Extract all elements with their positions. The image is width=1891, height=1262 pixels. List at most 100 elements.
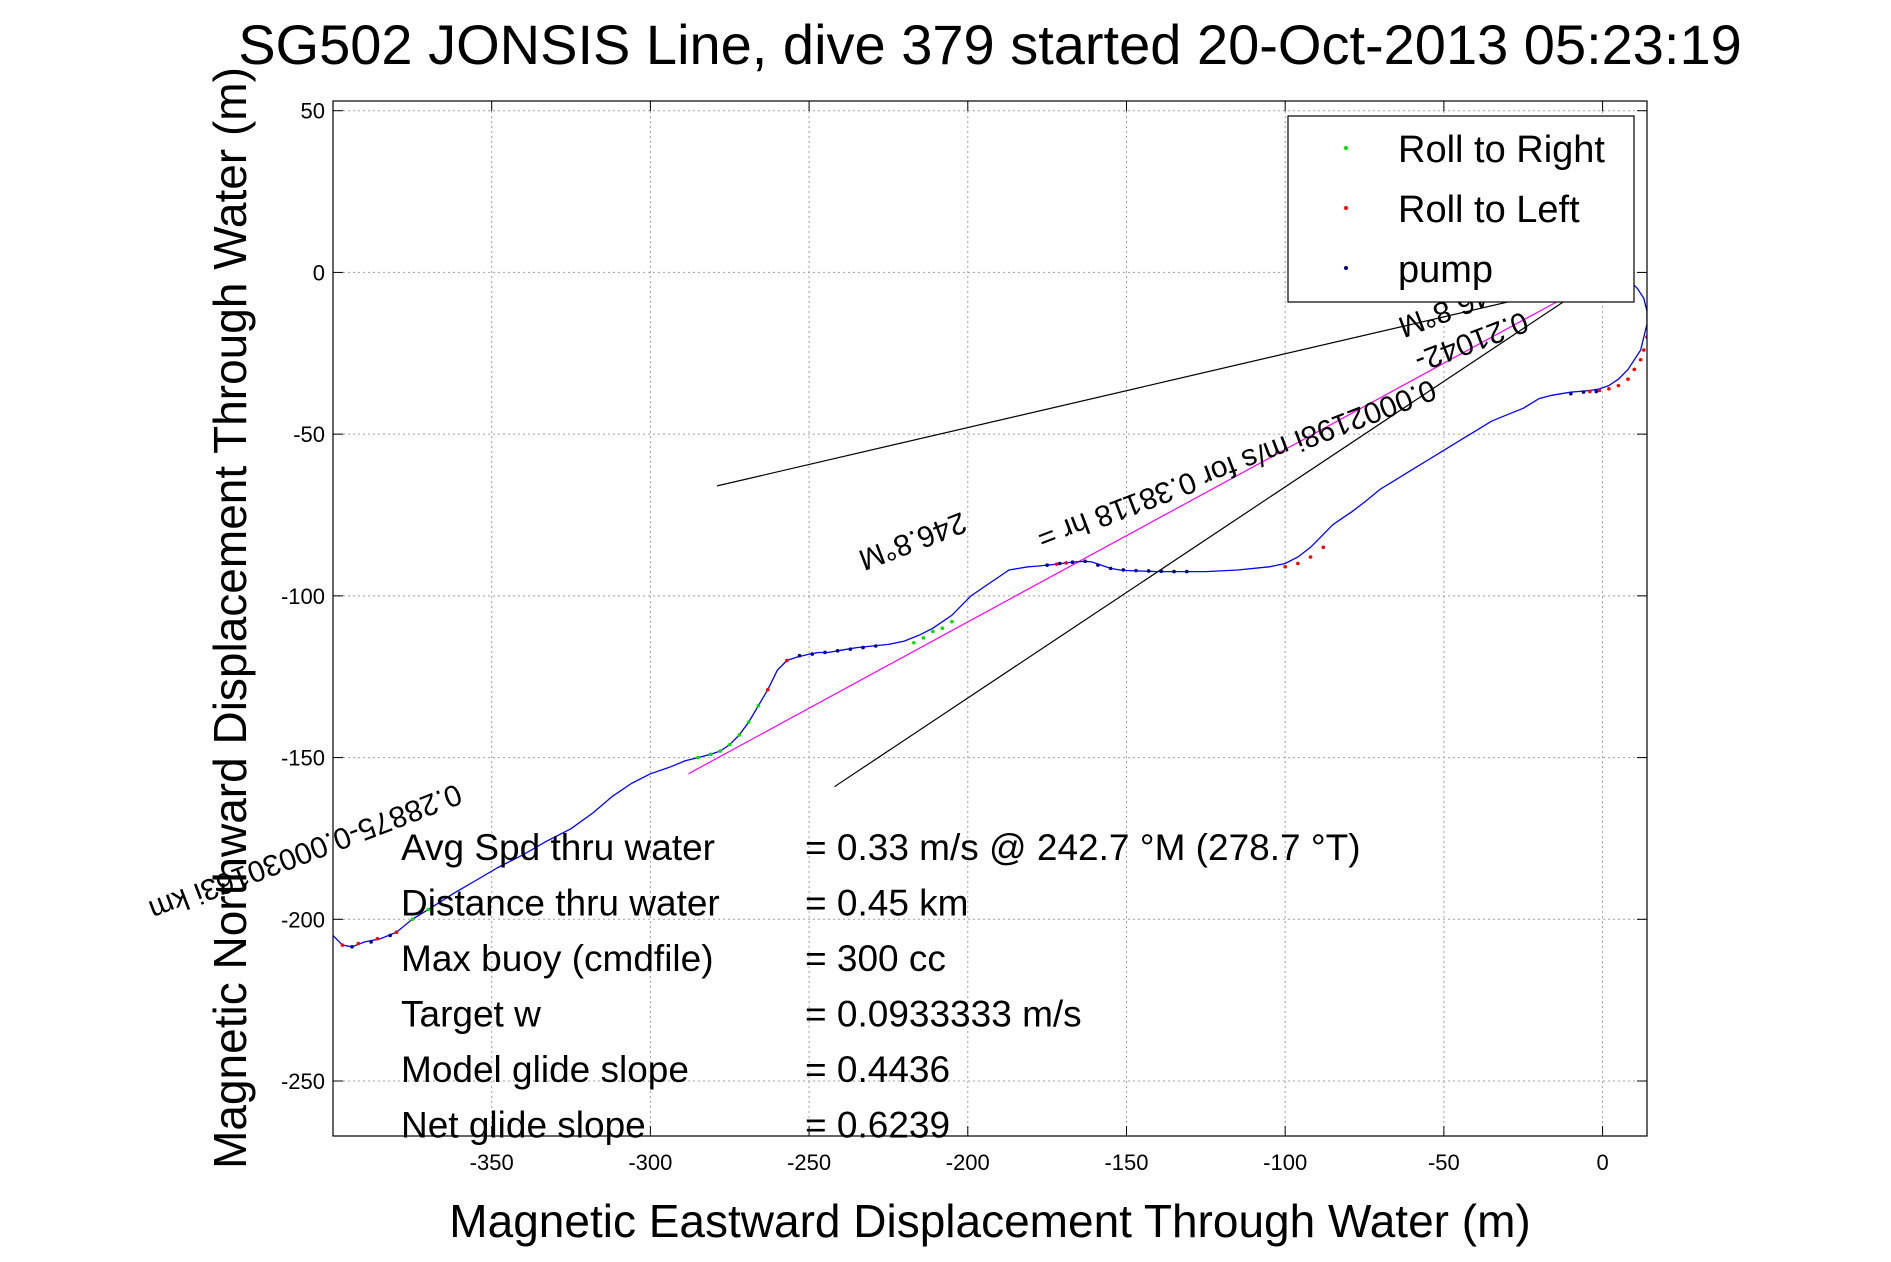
x-tick-label: 0: [1596, 1150, 1608, 1175]
stat-value: = 0.6239: [805, 1105, 950, 1146]
pump-point: [1172, 569, 1176, 574]
stat-label: Distance thru water: [401, 883, 720, 924]
roll-right-point: [410, 917, 415, 922]
roll-left-point: [1642, 348, 1646, 352]
pump-point: [1083, 559, 1088, 564]
pump-point: [810, 652, 815, 656]
roll-right-point: [940, 626, 945, 631]
roll-right-point: [756, 704, 761, 708]
roll-left-point: [375, 936, 380, 941]
reference-line: [688, 281, 1594, 775]
pump-point: [1121, 568, 1126, 572]
roll-left-point: [785, 658, 789, 663]
y-tick-label: -150: [281, 746, 325, 771]
roll-right-point: [950, 619, 954, 624]
legend-marker: [1344, 146, 1348, 150]
x-tick-label: -300: [628, 1150, 672, 1175]
pump-point: [1184, 569, 1189, 574]
roll-left-point: [1626, 377, 1630, 381]
roll-left-point: [1632, 367, 1637, 372]
legend: Roll to Right Roll to Left pump: [1287, 115, 1635, 303]
pump-point: [369, 940, 373, 944]
pump-point: [350, 944, 354, 949]
roll-left-point: [1054, 562, 1059, 566]
stat-value: = 0.45 km: [805, 883, 969, 924]
roll-right-point: [746, 720, 751, 724]
roll-left-point: [1638, 357, 1643, 362]
pump-point: [1594, 389, 1599, 394]
pump-point: [848, 647, 853, 652]
legend-label: Roll to Right: [1398, 129, 1605, 171]
legend-marker: [1344, 206, 1348, 210]
roll-left-point: [394, 930, 399, 935]
y-tick-label: 50: [301, 99, 325, 124]
roll-left-point: [1296, 561, 1300, 566]
stat-value: = 0.0933333 m/s: [805, 994, 1082, 1035]
stats-block: Avg Spd thru water = 0.33 m/s @ 242.7 °M …: [401, 827, 1361, 1146]
pump-point: [1058, 561, 1062, 566]
pump-point: [873, 644, 878, 648]
pump-point: [861, 645, 865, 650]
pump-point: [1108, 566, 1113, 571]
legend-label: Roll to Left: [1398, 189, 1580, 231]
pump-point: [1569, 391, 1573, 396]
chart-title: SG502 JONSIS Line, dive 379 started 20-O…: [238, 13, 1742, 76]
roll-left-point: [1064, 561, 1068, 565]
reference-line: [834, 281, 1594, 788]
stat-label: Avg Spd thru water: [401, 827, 715, 868]
roll-left-point: [766, 687, 770, 692]
roll-right-point: [921, 636, 926, 640]
stat-value: = 300 cc: [805, 938, 946, 979]
y-tick-label: 0: [313, 260, 325, 285]
pump-point: [1045, 563, 1049, 567]
x-tick-label: -350: [470, 1150, 514, 1175]
stat-value: = 0.4436: [805, 1049, 950, 1090]
x-tick-label: -50: [1428, 1150, 1460, 1175]
roll-left-point: [1321, 545, 1326, 550]
roll-right-point: [737, 733, 742, 737]
roll-right-point: [708, 752, 713, 757]
x-tick-label: -150: [1104, 1150, 1148, 1175]
pump-point: [1134, 568, 1138, 573]
roll-right-point: [912, 640, 916, 645]
x-tick-label: -200: [946, 1150, 990, 1175]
stat-label: Model glide slope: [401, 1049, 689, 1090]
roll-left-point: [1308, 555, 1313, 559]
stat-value: = 0.33 m/s @ 242.7 °M (278.7 °T): [805, 827, 1361, 868]
roll-left-point: [340, 943, 345, 947]
roll-right-point: [426, 907, 431, 912]
plot-area: [333, 281, 1647, 949]
axis-ticks: -350 -300 -250 -200 -150 -100 -50 0 50 0 -50 -100 -1…: [281, 99, 1647, 1175]
roll-right-point: [718, 749, 723, 753]
roll-right-point: [696, 755, 700, 760]
roll-left-point: [1283, 564, 1287, 569]
pump-point: [1146, 569, 1151, 573]
pump-point: [1581, 390, 1586, 394]
y-tick-label: -200: [281, 907, 325, 932]
stat-label: Max buoy (cmdfile): [401, 938, 714, 979]
y-tick-label: -50: [293, 422, 325, 447]
pump-point: [797, 653, 802, 658]
roll-right-point: [931, 629, 935, 634]
legend-label: pump: [1398, 249, 1493, 291]
axes-box: [332, 100, 1648, 1137]
pump-point: [1070, 560, 1075, 565]
pump-point: [388, 933, 392, 938]
roll-left-point: [1607, 387, 1611, 391]
roll-right-point: [727, 742, 732, 747]
track-line: [333, 281, 1647, 948]
pump-point: [823, 650, 827, 655]
roll-left-point: [356, 941, 361, 946]
roll-left-point: [1597, 388, 1602, 393]
y-axis-label: Magnetic Northward Displacement Through …: [204, 67, 256, 1169]
x-axis-label: Magnetic Eastward Displacement Through W…: [449, 1195, 1530, 1247]
x-tick-label: -250: [787, 1150, 831, 1175]
pump-point: [1159, 569, 1164, 574]
stat-label: Target w: [401, 994, 541, 1035]
roll-left-point: [1616, 383, 1621, 388]
roll-left-point: [1588, 389, 1592, 394]
y-tick-label: -250: [281, 1069, 325, 1094]
stat-label: Net glide slope: [401, 1105, 646, 1146]
pump-point: [1096, 563, 1100, 567]
